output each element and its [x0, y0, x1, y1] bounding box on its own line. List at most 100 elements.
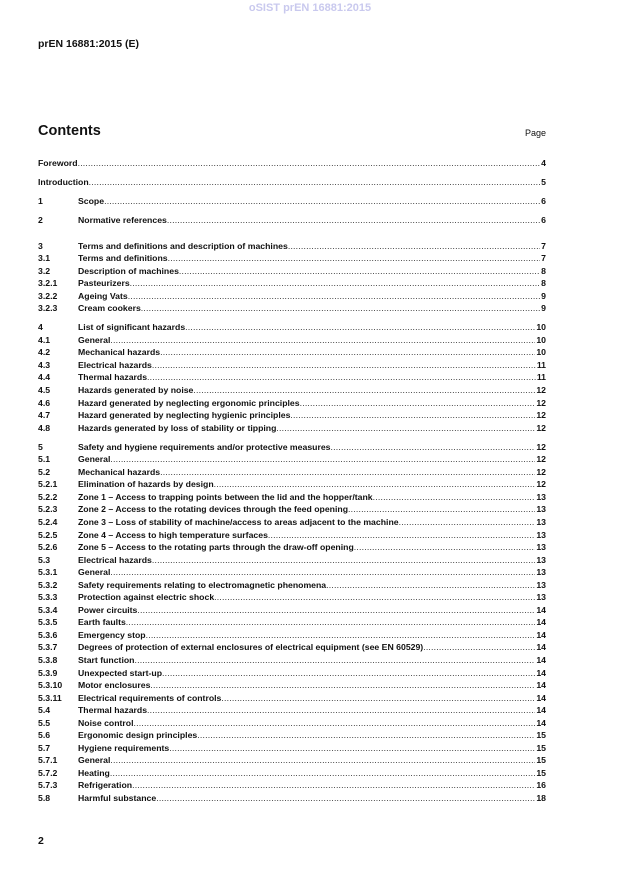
- toc-entry[interactable]: 3.2.1 Pasteurizers 8: [38, 277, 546, 290]
- toc-entry[interactable]: 4.6 Hazard generated by neglecting ergono…: [38, 397, 546, 410]
- toc-entry-page: 12: [536, 422, 546, 433]
- dot-leader: [221, 692, 535, 705]
- toc-entry[interactable]: 4.8 Hazards generated by loss of stabilit…: [38, 422, 546, 435]
- dot-leader: [169, 742, 535, 755]
- toc-entry[interactable]: 5.7.2 Heating 15: [38, 767, 546, 780]
- toc-entry[interactable]: 5.3.11 Electrical requirements of control…: [38, 692, 546, 705]
- toc-entry[interactable]: 4.1 General 10: [38, 334, 546, 347]
- toc-entry-label: Foreword: [38, 158, 78, 168]
- toc-entry-page: 14: [536, 667, 546, 678]
- toc-entry-number: 5.6: [38, 730, 51, 741]
- toc-entry[interactable]: 4.7 Hazard generated by neglecting hygien…: [38, 409, 546, 422]
- toc-entry-label: Hygiene requirements: [78, 742, 170, 753]
- toc-entry[interactable]: 2 Normative references 6: [38, 214, 546, 233]
- toc-entry[interactable]: 4.3 Electrical hazards 11: [38, 359, 546, 372]
- toc-entry-page: 14: [536, 604, 546, 615]
- toc-entry-page: 8: [541, 278, 546, 289]
- toc-entry[interactable]: 5.6 Ergonomic design principles 15: [38, 729, 546, 742]
- dot-leader: [150, 679, 535, 692]
- dot-leader: [110, 453, 535, 466]
- toc-entry[interactable]: 5.8 Harmful substance 18: [38, 792, 546, 805]
- toc-entry-label: Hazards generated by loss of stability o…: [78, 422, 277, 433]
- toc-entry-label: Zone 3 – Loss of stability of machine/ac…: [78, 516, 399, 527]
- toc-entry[interactable]: 5 Safety and hygiene requirements and/or …: [38, 441, 546, 454]
- toc-section-group: 1 Scope 6: [38, 195, 546, 214]
- toc-entry-label: Normative references: [78, 215, 167, 225]
- toc-entry-page: 14: [536, 629, 546, 640]
- toc-entry[interactable]: 5.2.5 Zone 4 – Access to high temperature…: [38, 529, 546, 542]
- toc-entry[interactable]: 5.2.2 Zone 1 – Access to trapping points …: [38, 491, 546, 504]
- toc-entry[interactable]: 5.3.5 Earth faults 14: [38, 616, 546, 629]
- toc-entry-number: 4.6: [38, 397, 51, 408]
- toc-entry-number: 5.3.4: [38, 604, 58, 615]
- toc-entry-number: 5.2.5: [38, 529, 58, 540]
- dot-leader: [134, 654, 535, 667]
- toc-entry[interactable]: 5.3.9 Unexpected start-up 14: [38, 667, 546, 680]
- toc-entry-label: Hazards generated by noise: [78, 385, 194, 396]
- toc-entry[interactable]: 5.3.4 Power circuits 14: [38, 604, 546, 617]
- toc-entry[interactable]: 5.3.8 Start function 14: [38, 654, 546, 667]
- toc-entry[interactable]: Introduction 5: [38, 176, 546, 195]
- toc-entry[interactable]: 5.3.6 Emergency stop 14: [38, 629, 546, 642]
- toc-entry-number: 4: [38, 322, 43, 333]
- toc-entry-page: 14: [536, 680, 546, 691]
- toc-entry[interactable]: 5.3.3 Protection against electric shock 13: [38, 591, 546, 604]
- toc-entry[interactable]: 4 List of significant hazards 10: [38, 321, 546, 334]
- toc-entry-label: Refrigeration: [78, 780, 133, 791]
- toc-entry[interactable]: 4.5 Hazards generated by noise 12: [38, 384, 546, 397]
- toc-entry-label: Electrical hazards: [78, 554, 152, 565]
- toc-entry[interactable]: 5.5 Noise control 14: [38, 717, 546, 730]
- toc-entry[interactable]: 3.2.3 Cream cookers 9: [38, 302, 546, 315]
- toc-entry-number: 3.1: [38, 253, 51, 264]
- toc-entry[interactable]: 5.7.3 Refrigeration 16: [38, 779, 546, 792]
- toc-entry[interactable]: 5.3 Electrical hazards 13: [38, 554, 546, 567]
- toc-entry[interactable]: 3.1 Terms and definitions 7: [38, 252, 546, 265]
- toc-entry[interactable]: 5.7 Hygiene requirements 15: [38, 742, 546, 755]
- toc-entry-label: Mechanical hazards: [78, 466, 161, 477]
- toc-entry[interactable]: 4.2 Mechanical hazards 10: [38, 346, 546, 359]
- toc-entry[interactable]: 5.2.4 Zone 3 – Loss of stability of machi…: [38, 516, 546, 529]
- dot-leader: [268, 529, 535, 542]
- toc-entry-page: 8: [541, 265, 546, 276]
- toc-entry[interactable]: 5.2.1 Elimination of hazards by design 12: [38, 478, 546, 491]
- toc-entry[interactable]: 5.4 Thermal hazards 14: [38, 704, 546, 717]
- toc-entry[interactable]: 5.3.7 Degrees of protection of external e…: [38, 641, 546, 654]
- toc-entry-page: 10: [536, 347, 546, 358]
- toc-entry-label: Ageing Vats: [78, 290, 128, 301]
- dot-leader: [399, 516, 536, 529]
- toc-entry[interactable]: 5.1 General 12: [38, 453, 546, 466]
- toc-entry[interactable]: 5.3.1 General 13: [38, 566, 546, 579]
- toc-entry[interactable]: 3.2 Description of machines 8: [38, 265, 546, 278]
- watermark: oSIST prEN 16881:2015: [248, 2, 372, 14]
- page-number: 2: [38, 835, 44, 847]
- toc-entry[interactable]: 5.2.3 Zone 2 – Access to the rotating dev…: [38, 503, 546, 516]
- dot-leader: [132, 779, 535, 792]
- toc-entry[interactable]: 5.2 Mechanical hazards 12: [38, 466, 546, 479]
- toc-entry[interactable]: 5.7.1 General 15: [38, 754, 546, 767]
- toc-entry[interactable]: Foreword 4: [38, 157, 546, 176]
- toc-entry-label: Start function: [78, 655, 135, 665]
- toc-entry[interactable]: 5.3.10 Motor enclosures 14: [38, 679, 546, 692]
- dot-leader: [162, 667, 535, 680]
- document-id: prEN 16881:2015 (E): [38, 38, 139, 50]
- toc-entry[interactable]: 3 Terms and definitions and description o…: [38, 240, 546, 253]
- toc-entry-number: 5.3.2: [38, 579, 58, 590]
- toc-entry[interactable]: 4.4 Thermal hazards 11: [38, 371, 546, 384]
- toc-entry-page: 12: [536, 410, 546, 421]
- dot-leader: [89, 176, 540, 189]
- toc-entry[interactable]: 5.2.6 Zone 5 – Access to the rotating par…: [38, 541, 546, 554]
- toc-entry-page: 13: [536, 567, 546, 578]
- dot-leader: [147, 704, 535, 717]
- toc-entry-page: 13: [536, 554, 546, 565]
- toc-entry[interactable]: 5.3.2 Safety requirements relating to ele…: [38, 579, 546, 592]
- toc-entry-page: 14: [536, 655, 546, 665]
- dot-leader: [290, 409, 535, 422]
- dot-leader: [110, 566, 535, 579]
- dot-leader: [168, 252, 541, 265]
- toc-entry[interactable]: 3.2.2 Ageing Vats 9: [38, 290, 546, 303]
- toc-entry[interactable]: 1 Scope 6: [38, 195, 546, 214]
- toc-entry-number: 5.1: [38, 454, 51, 465]
- toc-entry-label: Motor enclosures: [78, 680, 151, 691]
- toc-entry-number: 4.1: [38, 334, 51, 345]
- toc-entry-page: 13: [536, 504, 546, 515]
